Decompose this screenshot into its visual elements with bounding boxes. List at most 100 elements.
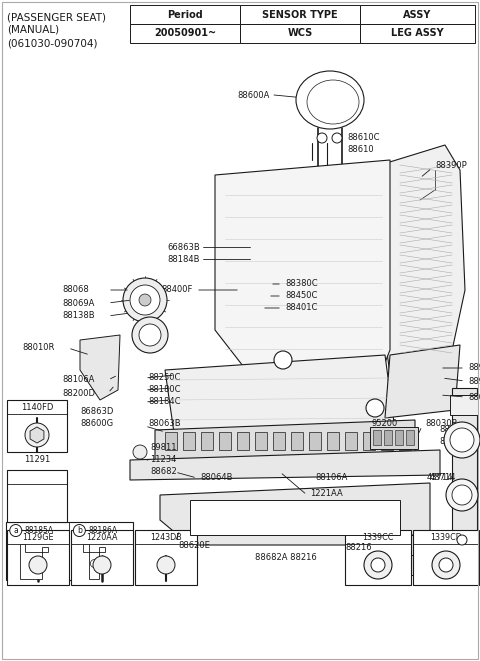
Text: 43714: 43714 (427, 473, 453, 483)
Text: 81526B: 81526B (440, 438, 472, 446)
Bar (237, 432, 249, 450)
Circle shape (446, 479, 478, 511)
Circle shape (93, 556, 111, 574)
Text: 88063B: 88063B (148, 418, 180, 428)
Text: 88106A: 88106A (62, 375, 95, 385)
Text: 88064B: 88064B (200, 473, 232, 481)
Bar (327, 432, 339, 450)
Text: 88010C: 88010C (468, 393, 480, 401)
Text: (061030-090704): (061030-090704) (7, 38, 97, 48)
Text: (PASSENGER SEAT): (PASSENGER SEAT) (7, 12, 106, 22)
Polygon shape (155, 420, 415, 462)
Circle shape (132, 317, 168, 353)
Ellipse shape (296, 71, 364, 129)
Text: 88030R: 88030R (425, 418, 457, 428)
Bar (309, 432, 321, 450)
Text: LEG ASSY: LEG ASSY (391, 28, 444, 38)
Text: Period: Period (167, 9, 203, 20)
Bar (345, 432, 357, 450)
Text: 88180C: 88180C (148, 385, 180, 395)
Circle shape (90, 559, 98, 568)
Circle shape (364, 551, 392, 579)
Polygon shape (80, 335, 120, 400)
Text: 11291: 11291 (24, 455, 50, 465)
Text: 88600G: 88600G (80, 420, 113, 428)
Text: 88390P: 88390P (435, 161, 467, 169)
Circle shape (29, 556, 47, 574)
Text: 88010R: 88010R (22, 344, 54, 352)
Polygon shape (30, 427, 44, 443)
Text: 20050901~: 20050901~ (154, 28, 216, 38)
Text: 88450C: 88450C (285, 292, 317, 301)
Polygon shape (370, 535, 430, 555)
Bar (183, 432, 195, 450)
Bar (370, 427, 418, 449)
Bar (291, 432, 303, 450)
Text: 88600A: 88600A (238, 91, 270, 100)
Text: 88401C: 88401C (285, 303, 317, 313)
Circle shape (439, 558, 453, 572)
Text: 11234: 11234 (150, 455, 176, 465)
Text: 88184B: 88184B (168, 254, 200, 264)
Bar (413, 530, 479, 585)
Text: 1220AA: 1220AA (86, 533, 118, 541)
Bar (273, 432, 285, 450)
Circle shape (30, 559, 38, 568)
Text: (MANUAL): (MANUAL) (7, 25, 59, 35)
Bar (452, 388, 477, 568)
Bar (360, 5, 475, 24)
Circle shape (332, 133, 342, 143)
Text: 88184C: 88184C (148, 397, 180, 407)
Bar (6, 522, 133, 580)
Circle shape (130, 285, 160, 315)
Bar (373, 430, 381, 445)
Circle shape (123, 278, 167, 322)
Polygon shape (165, 355, 395, 440)
Text: 88620E: 88620E (178, 541, 210, 549)
Bar (363, 432, 375, 450)
Text: 95200: 95200 (372, 418, 398, 428)
Text: SENSOR TYPE: SENSOR TYPE (262, 9, 338, 20)
Circle shape (371, 558, 385, 572)
Text: 88216: 88216 (345, 543, 372, 551)
Bar (190, 500, 400, 535)
Polygon shape (215, 160, 390, 375)
Circle shape (457, 535, 467, 545)
Text: 1221AA: 1221AA (310, 488, 343, 498)
Bar (406, 430, 414, 445)
Text: 88106A: 88106A (315, 473, 348, 481)
Text: 88068: 88068 (62, 286, 89, 295)
Text: 1339CD: 1339CD (430, 533, 462, 541)
Text: 88200D: 88200D (62, 389, 95, 397)
Circle shape (432, 551, 460, 579)
Text: b: b (280, 356, 286, 364)
Text: 88193A: 88193A (440, 426, 472, 434)
Text: 88610C: 88610C (347, 134, 380, 143)
Bar (395, 430, 403, 445)
Polygon shape (375, 145, 465, 375)
Bar (240, 24, 360, 43)
Bar (399, 432, 411, 450)
Circle shape (73, 525, 85, 537)
Text: 88380C: 88380C (285, 280, 318, 288)
Bar (165, 432, 177, 450)
Circle shape (452, 485, 472, 505)
Polygon shape (20, 543, 48, 578)
Bar (71, 530, 133, 585)
Bar (7, 400, 67, 452)
Text: a: a (13, 526, 18, 535)
Bar (384, 430, 392, 445)
Bar (255, 432, 267, 450)
Text: 88186A: 88186A (88, 526, 118, 535)
Circle shape (366, 399, 384, 417)
Circle shape (317, 133, 327, 143)
Bar (240, 5, 360, 24)
Text: 88682A 88216: 88682A 88216 (255, 553, 317, 561)
Text: b: b (77, 526, 82, 535)
Circle shape (139, 294, 151, 306)
Circle shape (274, 351, 292, 369)
Bar (450, 395, 478, 415)
Bar (201, 432, 213, 450)
Bar (135, 530, 197, 585)
Polygon shape (84, 543, 106, 578)
